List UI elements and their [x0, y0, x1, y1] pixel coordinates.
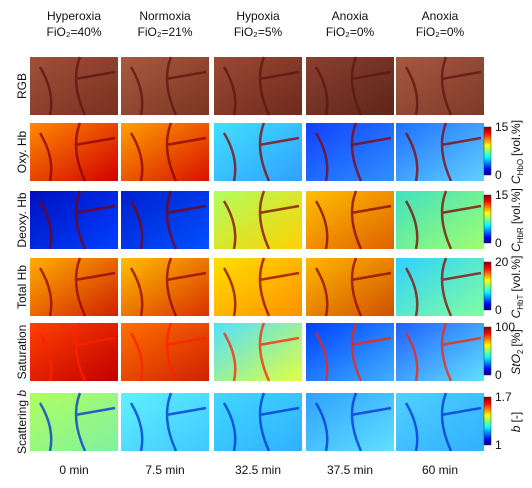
colorbar-sub: HbO: [516, 159, 525, 175]
image-cell: [121, 393, 209, 451]
colorbar-sub: HbT: [516, 295, 525, 310]
row-label: Oxy. Hb: [15, 130, 29, 173]
colorbar: [484, 262, 491, 310]
colorbar-max: 1.7: [495, 390, 512, 404]
row-label-text: Oxy. Hb: [15, 130, 29, 173]
colorbar-max: 20: [495, 255, 509, 269]
row-label: RGB: [15, 73, 29, 99]
colorbar-label: b [-]: [509, 412, 523, 432]
colorbar-unit: [vol.%]: [509, 120, 523, 156]
image-cell: [214, 57, 302, 115]
row-label: Deoxy. Hb: [15, 192, 29, 247]
row-label-text: RGB: [15, 73, 29, 99]
image-cell: [306, 57, 394, 115]
colorbar-min: 0: [495, 236, 502, 250]
row-label: Total Hb: [15, 265, 29, 309]
image-cell: [214, 323, 302, 381]
colorbar-label: CHbO [vol.%]: [509, 120, 525, 184]
image-cell: [214, 393, 302, 451]
image-cell: [306, 393, 394, 451]
image-cell: [396, 191, 484, 249]
colorbar-symbol: C: [509, 309, 523, 318]
colorbar-unit: [vol.%]: [509, 188, 523, 224]
row-label: Scattering b: [15, 390, 29, 454]
column-condition: Anoxia: [332, 9, 369, 23]
image-cell: [396, 393, 484, 451]
colorbar: [484, 397, 491, 445]
row-label-text: Scattering: [15, 400, 29, 454]
column-fio2: FiO₂=5%: [234, 25, 283, 39]
colorbar-symbol: C: [509, 243, 523, 252]
row-label-text: Total Hb: [15, 265, 29, 309]
column-time: 0 min: [59, 463, 88, 477]
column-condition: Normoxia: [139, 9, 191, 23]
image-cell: [30, 393, 118, 451]
image-cell: [306, 323, 394, 381]
image-cell: [214, 258, 302, 316]
column-condition: Anoxia: [422, 9, 459, 23]
colorbar-unit: [-]: [509, 412, 523, 423]
column-fio2: FiO₂=0%: [326, 25, 375, 39]
colorbar: [484, 127, 491, 175]
colorbar-sub: HbR: [516, 227, 525, 243]
column-fio2: FiO₂=0%: [416, 25, 465, 39]
image-cell: [121, 57, 209, 115]
colorbar-label: StO2 [%]: [509, 329, 525, 374]
colorbar-symbol: b: [509, 425, 523, 432]
row-label-text: Deoxy. Hb: [15, 192, 29, 247]
colorbar-label: CHbR [vol.%]: [509, 188, 525, 252]
image-cell: [30, 123, 118, 181]
image-cell: [121, 123, 209, 181]
colorbar-symbol: C: [509, 175, 523, 184]
colorbar-unit: [vol.%]: [509, 256, 523, 292]
column-fio2: FiO₂=21%: [137, 25, 192, 39]
colorbar-max: 15: [495, 188, 509, 202]
column-condition: Hypoxia: [236, 9, 280, 23]
colorbar-unit: [%]: [509, 329, 523, 346]
colorbar-symbol: StO: [509, 354, 523, 375]
figure: Hyperoxia FiO₂=40% 0 min Normoxia FiO₂=21% 7.…: [0, 0, 532, 483]
row-label-italic: b: [15, 390, 29, 397]
colorbar-max: 15: [495, 120, 509, 134]
image-cell: [121, 191, 209, 249]
row-label: Saturation: [15, 325, 29, 380]
image-cell: [30, 258, 118, 316]
image-cell: [30, 323, 118, 381]
image-cell: [30, 191, 118, 249]
image-cell: [30, 57, 118, 115]
column-condition: Hyperoxia: [47, 9, 101, 23]
image-cell: [396, 323, 484, 381]
colorbar-min: 0: [495, 303, 502, 317]
column-time: 37.5 min: [327, 463, 373, 477]
colorbar-min: 1: [495, 438, 502, 452]
column-time: 32.5 min: [235, 463, 281, 477]
image-cell: [306, 123, 394, 181]
image-cell: [396, 258, 484, 316]
image-cell: [396, 123, 484, 181]
colorbar-min: 0: [495, 368, 502, 382]
colorbar: [484, 195, 491, 243]
colorbar-label: CHbT [vol.%]: [509, 256, 525, 319]
colorbar-min: 0: [495, 168, 502, 182]
colorbar-sub: 2: [516, 349, 525, 354]
image-cell: [121, 323, 209, 381]
column-time: 7.5 min: [145, 463, 184, 477]
image-cell: [121, 258, 209, 316]
image-cell: [306, 258, 394, 316]
row-label-text: Saturation: [15, 325, 29, 380]
image-cell: [214, 123, 302, 181]
image-cell: [396, 57, 484, 115]
column-fio2: FiO₂=40%: [46, 25, 101, 39]
image-cell: [214, 191, 302, 249]
column-time: 60 min: [422, 463, 458, 477]
image-cell: [306, 191, 394, 249]
colorbar: [484, 327, 491, 375]
